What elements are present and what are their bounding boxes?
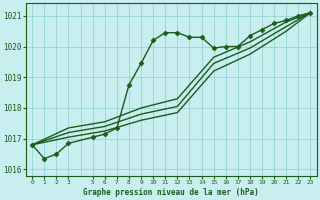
X-axis label: Graphe pression niveau de la mer (hPa): Graphe pression niveau de la mer (hPa) — [84, 188, 259, 197]
